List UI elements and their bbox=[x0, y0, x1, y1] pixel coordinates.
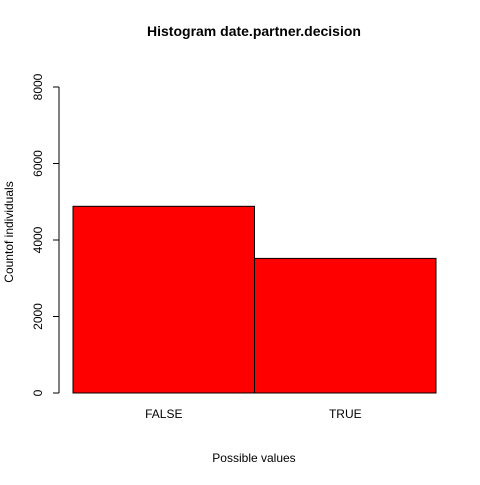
y-tick-label: 6000 bbox=[31, 150, 45, 177]
chart-title: Histogram date.partner.decision bbox=[147, 23, 361, 39]
y-tick-label: 4000 bbox=[31, 226, 45, 253]
y-axis: 0 2000 4000 6000 8000 bbox=[31, 73, 60, 396]
y-tick-label: 2000 bbox=[31, 303, 45, 330]
x-axis-labels: FALSE TRUE bbox=[145, 407, 362, 421]
x-tick-label: FALSE bbox=[145, 407, 182, 421]
x-axis-title: Possible values bbox=[212, 451, 295, 465]
bars-group bbox=[72, 205, 437, 394]
y-axis-title: Countof individuals bbox=[2, 181, 16, 282]
y-tick-label: 0 bbox=[31, 389, 45, 396]
y-tick-label: 8000 bbox=[31, 73, 45, 100]
bar-false bbox=[72, 205, 255, 394]
x-tick-label: TRUE bbox=[329, 407, 362, 421]
bar-true bbox=[254, 257, 437, 394]
